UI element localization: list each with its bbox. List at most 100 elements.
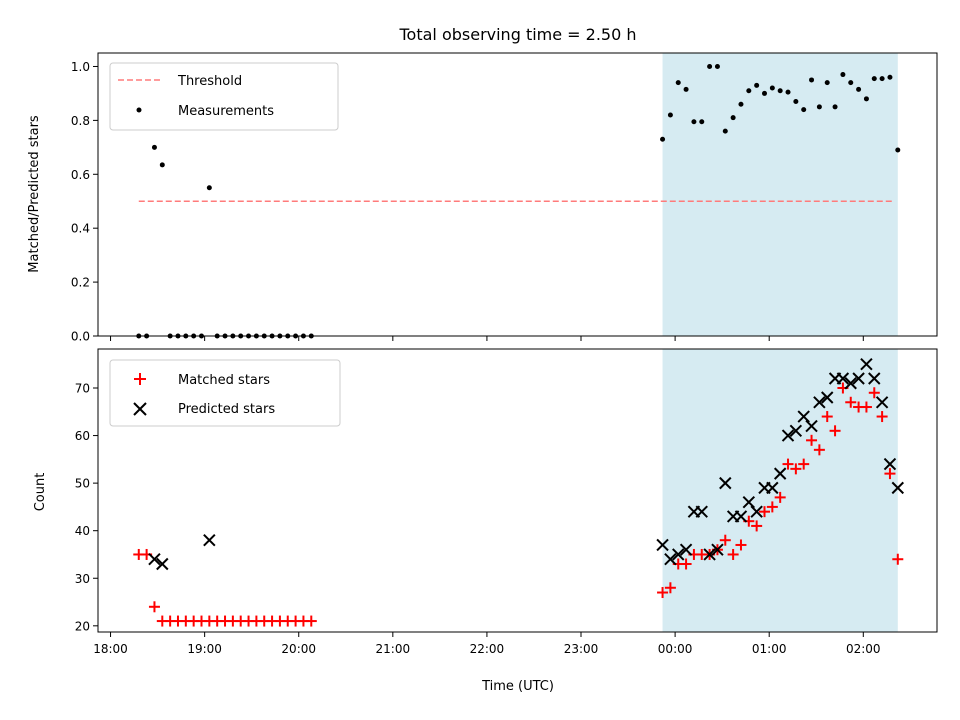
- predicted-point: [891, 481, 905, 495]
- x-tick-label: 20:00: [281, 642, 316, 656]
- measurement-point: [887, 74, 893, 80]
- matched-point: [790, 463, 802, 475]
- top-x-ticks: [110, 336, 864, 341]
- threshold-legend-label: Threshold: [177, 74, 242, 89]
- measurement-point: [206, 185, 212, 191]
- y-tick-label: 40: [75, 524, 90, 538]
- predicted-point: [695, 505, 708, 518]
- y-tick-label: 1.0: [71, 60, 90, 74]
- x-tick-label: 22:00: [470, 642, 505, 656]
- predicted-point: [789, 424, 803, 438]
- predicted-point: [766, 481, 779, 495]
- measurement-point: [769, 85, 775, 91]
- y-tick-label: 0.4: [71, 222, 90, 236]
- top-legend: Threshold Measurements: [109, 62, 339, 131]
- predicted-point: [703, 548, 716, 561]
- measurement-point: [863, 96, 869, 102]
- bottom-legend: Matched stars Predicted stars: [109, 359, 341, 427]
- measurement-point: [848, 80, 854, 86]
- bottom-x-ticks: 18:00 19:00 20:00 21:00 22:00 23:00 00:00 01:00…: [93, 632, 881, 656]
- bottom-observing-band: [662, 349, 898, 632]
- matched-point: [148, 601, 160, 613]
- matched-point: [727, 548, 739, 560]
- matched-point: [758, 506, 770, 518]
- measurement-point: [714, 63, 720, 69]
- predicted-point: [805, 419, 818, 433]
- bottom-panel: 20 30 40 50 60 70 18:00 19:00 20:00 21:00 22:00 23…: [33, 348, 938, 694]
- y-tick-label: 0.0: [71, 330, 90, 344]
- measurement-point: [785, 89, 791, 95]
- top-y-axis-label: Matched/Predicted stars: [27, 115, 42, 273]
- matched-point: [876, 411, 888, 423]
- measurement-point: [879, 76, 885, 82]
- matched-point: [798, 458, 810, 470]
- predicted-point: [883, 457, 897, 471]
- measurement-point: [809, 77, 815, 83]
- matched-point: [884, 468, 896, 480]
- measurement-point: [793, 99, 799, 105]
- matched-point: [657, 587, 669, 599]
- bottom-x-axis-label: Time (UTC): [481, 679, 554, 694]
- matched-point: [845, 396, 857, 408]
- matched-point: [664, 582, 676, 594]
- measurement-point: [801, 107, 807, 113]
- x-tick-label: 01:00: [752, 642, 787, 656]
- matched-point: [305, 615, 317, 627]
- top-observing-band: [662, 53, 898, 336]
- matched-point: [806, 434, 818, 446]
- measurement-point: [895, 147, 901, 153]
- y-tick-label: 50: [75, 477, 90, 491]
- predicted-point: [203, 533, 216, 547]
- y-tick-label: 0.6: [71, 168, 90, 182]
- predicted-point: [148, 553, 161, 566]
- measurement-point: [667, 112, 673, 118]
- measurements-legend-label: Measurements: [178, 104, 274, 119]
- x-tick-label: 23:00: [564, 642, 599, 656]
- x-tick-label: 19:00: [187, 642, 222, 656]
- matched-point: [860, 401, 872, 413]
- predicted-point: [750, 505, 763, 518]
- matched-legend-label: Matched stars: [178, 373, 270, 388]
- measurement-point: [675, 80, 681, 86]
- predicted-point: [868, 372, 881, 385]
- measurement-point: [754, 82, 760, 88]
- measurement-point: [777, 88, 783, 94]
- y-tick-label: 0.8: [71, 114, 90, 128]
- matched-point: [719, 534, 731, 546]
- matched-point: [868, 387, 880, 399]
- predicted-point: [836, 372, 850, 385]
- measurement-point: [660, 136, 666, 142]
- predicted-point: [656, 538, 669, 552]
- measurement-point: [856, 86, 862, 92]
- top-panel: 0.0 0.2 0.4 0.6 0.8 1.0 Matched/Predicted sta…: [27, 52, 938, 344]
- matched-point: [774, 491, 786, 503]
- measurement-point: [832, 104, 838, 110]
- y-tick-label: 20: [75, 619, 90, 633]
- measurement-point: [730, 115, 736, 121]
- measurement-point: [761, 90, 767, 96]
- measurement-point: [699, 119, 705, 125]
- predicted-point: [781, 429, 795, 442]
- matched-point: [813, 444, 825, 456]
- predicted-points-layer: [148, 358, 905, 571]
- predicted-point: [664, 553, 677, 566]
- measurement-point: [722, 128, 728, 134]
- measurement-point: [691, 119, 697, 125]
- matched-point: [751, 520, 763, 532]
- predicted-point: [773, 467, 787, 480]
- predicted-point: [852, 372, 865, 385]
- x-tick-label: 18:00: [93, 642, 128, 656]
- measurement-point: [707, 63, 713, 69]
- top-plot-frame: [97, 52, 938, 337]
- predicted-point: [844, 377, 857, 390]
- matched-point: [766, 501, 778, 513]
- predicted-point: [719, 476, 732, 490]
- predicted-legend-label: Predicted stars: [178, 402, 275, 417]
- matched-point: [782, 458, 794, 470]
- predicted-point: [797, 410, 810, 423]
- measurement-point: [816, 104, 822, 110]
- predicted-point: [711, 543, 724, 556]
- matched-point: [829, 425, 841, 437]
- matched-point: [680, 558, 692, 570]
- measurement-point: [683, 86, 689, 92]
